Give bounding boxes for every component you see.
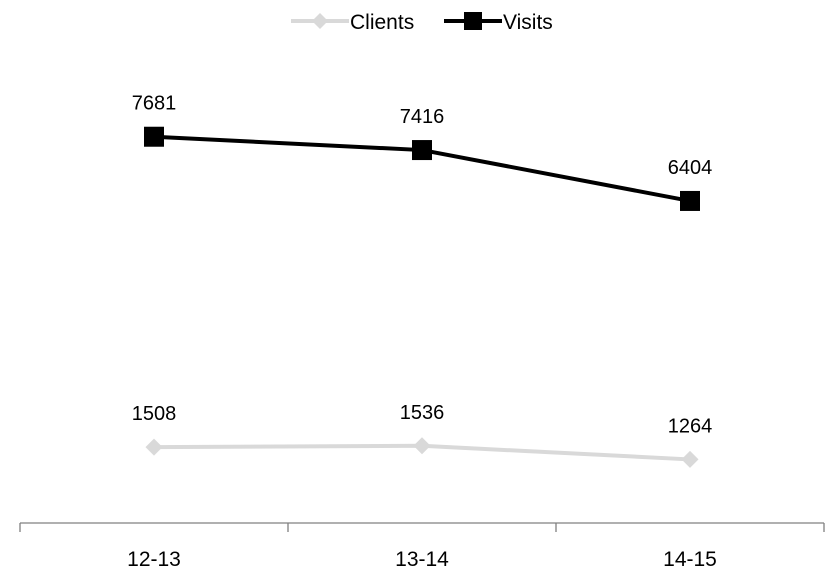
x-axis: 12-13 13-14 14-15: [19, 522, 825, 571]
legend-swatch-marker: [464, 12, 482, 30]
data-point: [145, 438, 163, 456]
data-label: 1536: [400, 402, 445, 424]
data-point: [412, 140, 432, 161]
data-label: 1508: [132, 403, 177, 425]
legend-swatch-marker: [312, 13, 328, 29]
plot-area: 1508 1536 1264 7681 7416 6404: [132, 93, 713, 468]
data-point: [681, 450, 699, 468]
x-tick-label: 14-15: [663, 548, 717, 571]
legend-item-visits: Visits: [444, 11, 553, 34]
data-point: [413, 437, 431, 455]
series-clients: 1508 1536 1264: [132, 402, 713, 468]
data-point: [680, 190, 700, 211]
data-label: 7681: [132, 93, 177, 115]
legend: Clients Visits: [291, 11, 553, 34]
legend-label: Clients: [350, 11, 414, 34]
data-label: 7416: [400, 106, 445, 128]
legend-label: Visits: [503, 11, 553, 34]
data-label: 6404: [668, 157, 713, 179]
series-visits: 7681 7416 6404: [132, 93, 713, 211]
data-point: [144, 126, 164, 147]
x-tick-label: 13-14: [395, 548, 449, 571]
x-tick-label: 12-13: [127, 548, 181, 571]
legend-item-clients: Clients: [291, 11, 414, 34]
data-label: 1264: [668, 415, 713, 437]
